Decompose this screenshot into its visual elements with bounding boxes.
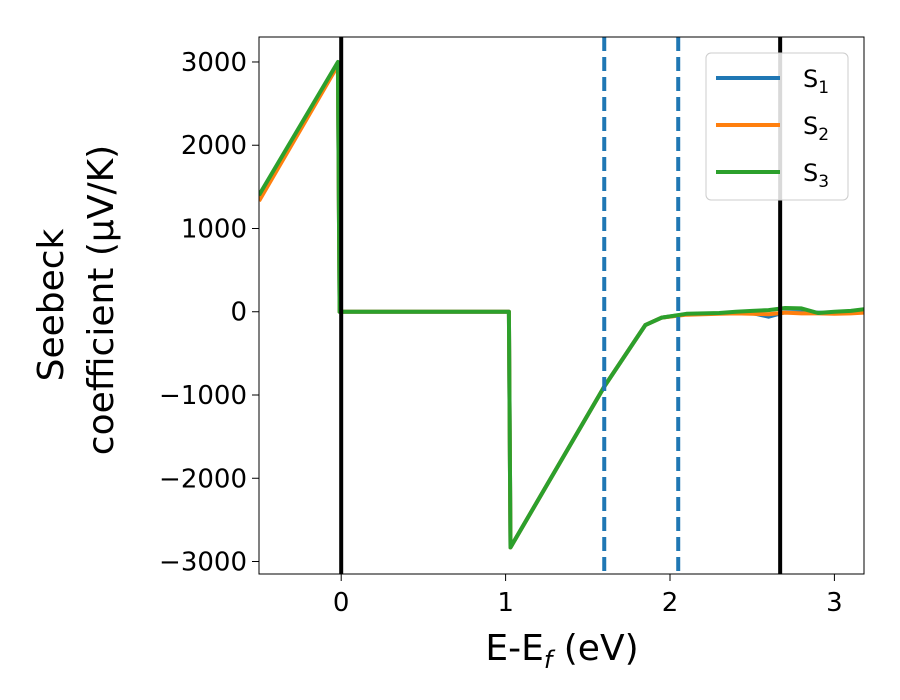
legend-label-s3: S3 xyxy=(803,159,829,192)
y-tick-label: −2000 xyxy=(159,464,247,494)
legend: S1 S2 S3 xyxy=(705,52,849,201)
x-tick-label: 2 xyxy=(662,588,679,618)
plot-frame xyxy=(258,36,865,575)
y-tick-label: 2000 xyxy=(181,131,247,161)
y-tick-label: −1000 xyxy=(159,381,247,411)
x-tick-label: 3 xyxy=(826,588,843,618)
y-tick-label: 0 xyxy=(230,298,247,328)
axes: 0 1 2 3 3000 2000 1000 0 −1000 −2000 −3000 xyxy=(159,36,865,618)
y-tick-label: −3000 xyxy=(159,548,247,578)
x-axis-label: E-Ef (eV) xyxy=(485,628,638,674)
y-tick-label: 1000 xyxy=(181,214,247,244)
y-axis-label-line2: coefficient (μV/K) xyxy=(81,145,122,455)
legend-label-s2: S2 xyxy=(803,112,829,145)
y-tick-label: 3000 xyxy=(181,48,247,78)
x-tick-label: 1 xyxy=(497,588,514,618)
series-line-s3 xyxy=(259,60,864,550)
legend-label-s1: S1 xyxy=(803,65,829,98)
x-tick-label: 0 xyxy=(333,588,350,618)
y-axis-label-line1: Seebeck xyxy=(31,228,72,381)
